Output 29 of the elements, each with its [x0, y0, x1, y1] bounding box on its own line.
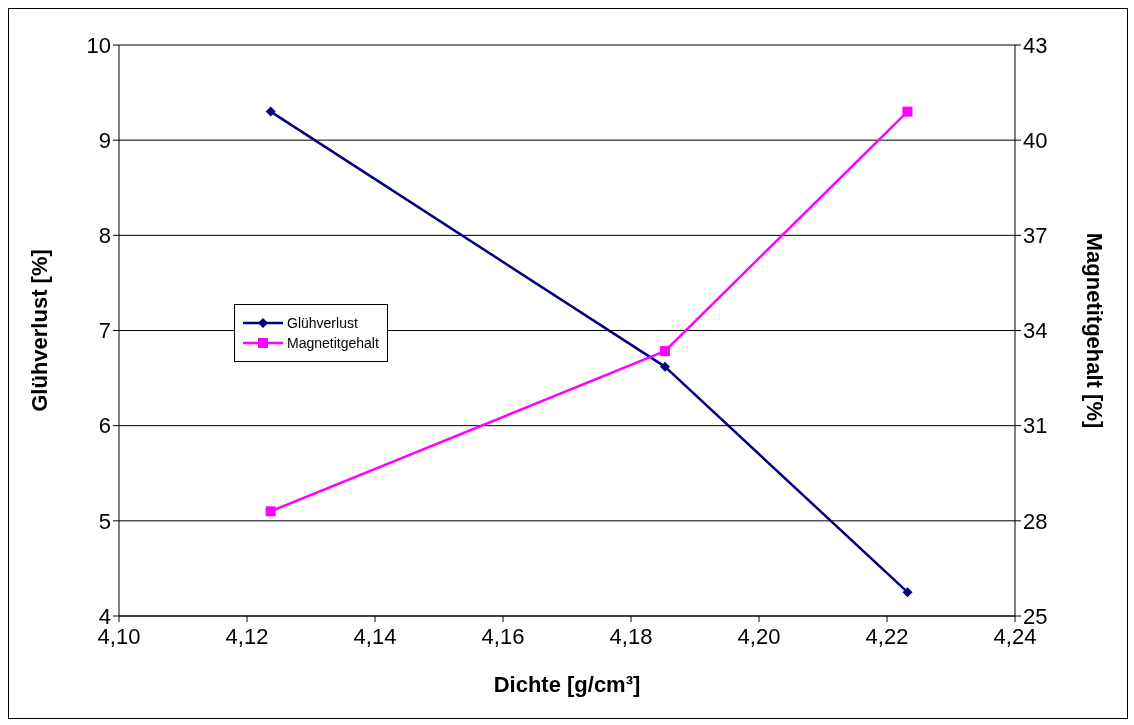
y2-tick-label: 40	[1023, 127, 1048, 153]
point	[265, 106, 276, 117]
x-tick-label: 4,14	[353, 623, 397, 649]
y-tick-label: 5	[98, 508, 111, 534]
point	[265, 506, 276, 517]
x-tick-label: 4,12	[225, 623, 269, 649]
y-axis-title: Glühverlust [%]	[26, 249, 52, 412]
y2-axis-title: Magnetitgehalt [%]	[1082, 232, 1108, 429]
y2-tick-label: 37	[1023, 223, 1048, 249]
y-tick-label: 10	[86, 32, 111, 58]
x-tick-label: 4,16	[481, 623, 525, 649]
x-tick-label: 4,18	[609, 623, 653, 649]
x-tick-label: 4,20	[737, 623, 781, 649]
y2-tick-label: 31	[1023, 413, 1048, 439]
y-tick-label: 7	[98, 318, 111, 344]
point	[902, 106, 913, 117]
legend-label: Glühverlust	[287, 315, 358, 331]
y-tick-label: 6	[98, 413, 111, 439]
x-axis-title: Dichte [g/cm³]	[493, 672, 641, 697]
y2-tick-label: 34	[1023, 318, 1048, 344]
y-tick-label: 8	[98, 223, 111, 249]
point	[659, 361, 670, 372]
x-tick-label: 4,22	[865, 623, 909, 649]
y2-tick-label: 28	[1023, 508, 1048, 534]
legend-label: Magnetitgehalt	[287, 335, 379, 351]
y2-tick-label: 43	[1023, 32, 1048, 58]
y-tick-label: 9	[98, 127, 111, 153]
point	[902, 587, 913, 598]
point	[659, 346, 670, 357]
